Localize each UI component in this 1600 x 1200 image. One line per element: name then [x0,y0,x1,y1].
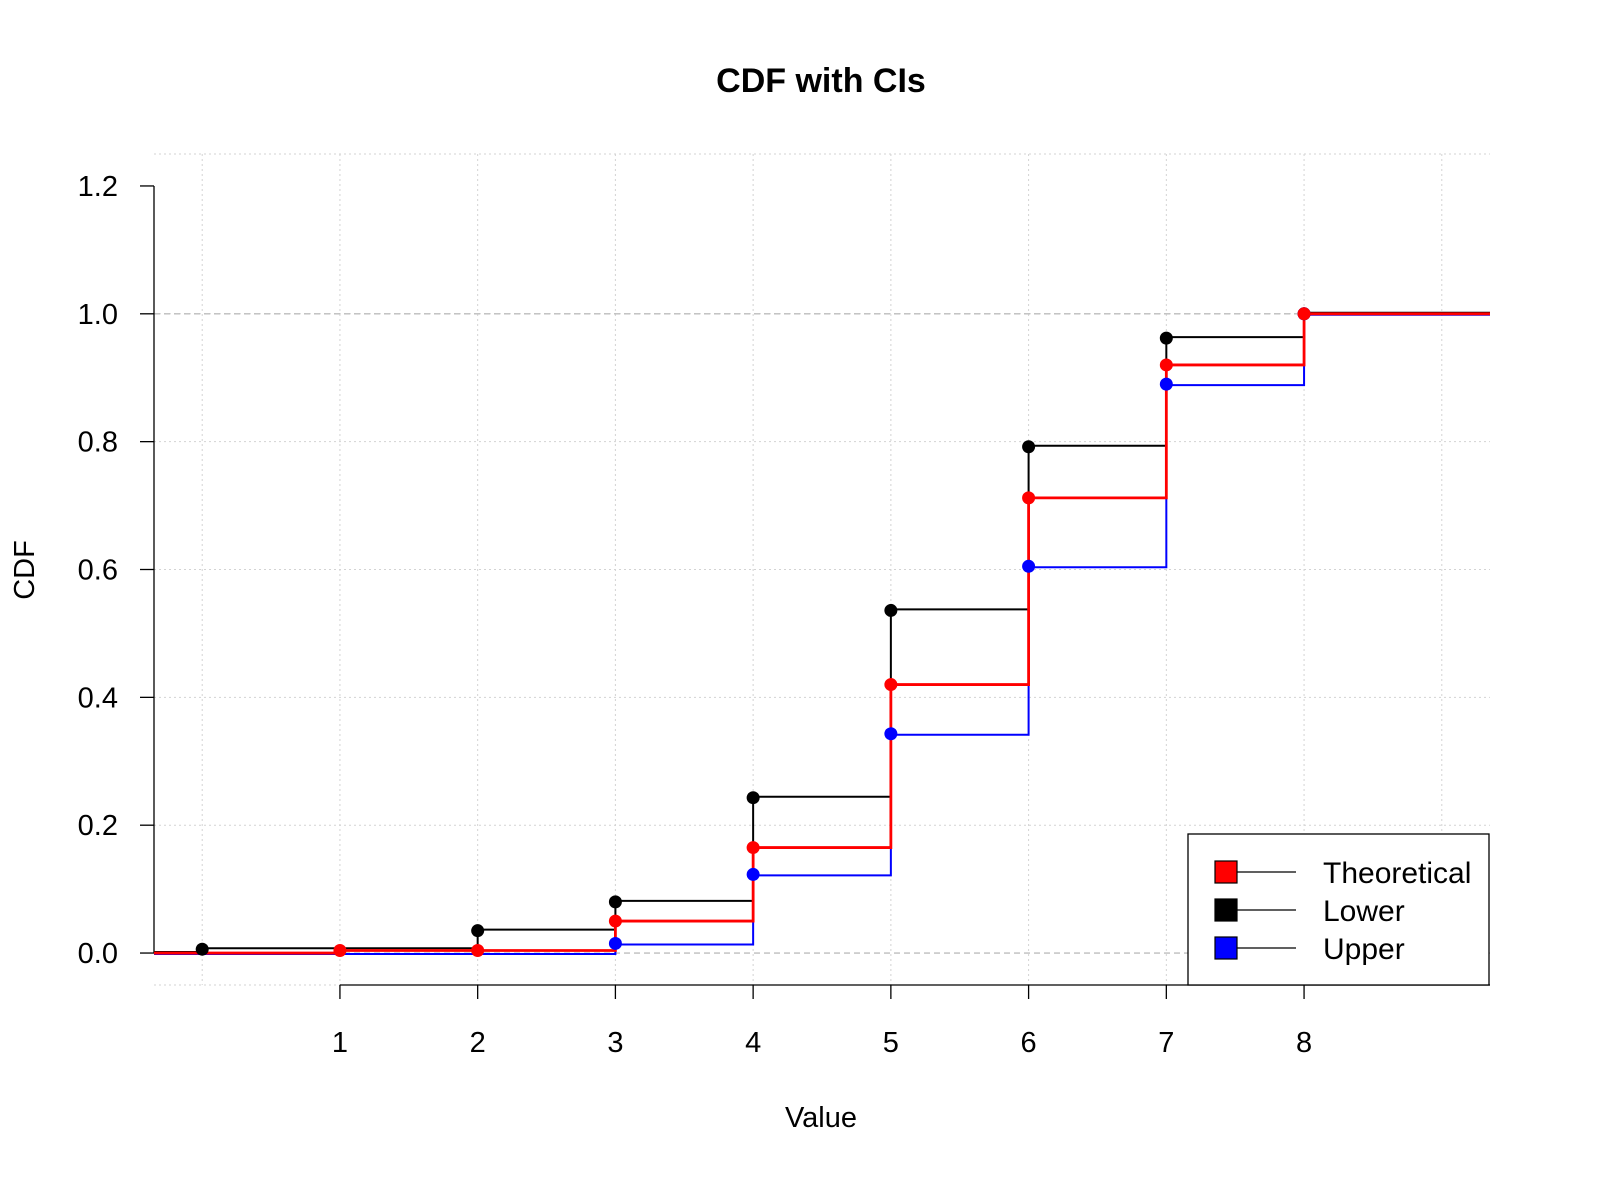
series-point-lower [884,603,898,617]
x-tick-label: 5 [883,1027,899,1059]
y-tick-label: 0.0 [78,938,118,970]
y-axis-ticks: 0.0 0.2 0.4 0.6 0.8 1.0 1.2 [78,171,154,970]
legend: Theoretical Lower Upper [1187,833,1490,986]
legend-swatch [1214,898,1238,922]
series-group [154,307,1490,957]
series-point-lower [195,942,209,956]
series-point-theoretical [746,841,760,855]
y-tick-label: 0.2 [78,810,118,842]
y-tick-label: 1.2 [78,171,118,203]
legend-label: Theoretical [1323,857,1471,890]
series-point-upper [1022,559,1036,573]
legend-label: Upper [1323,933,1405,966]
series-line-theoretical [154,312,1490,955]
chart-title: CDF with CIs [716,62,926,100]
y-tick-label: 1.0 [78,299,118,331]
x-tick-label: 7 [1158,1027,1174,1059]
legend-swatch [1214,936,1238,960]
x-tick-label: 1 [332,1027,348,1059]
series-point-theoretical [608,914,622,928]
series-point-theoretical [333,943,347,957]
series-point-theoretical [1159,358,1173,372]
x-tick-label: 8 [1296,1027,1312,1059]
x-axis-ticks: 1 2 3 4 5 6 7 8 [332,985,1312,1059]
legend-swatch [1214,860,1238,884]
y-tick-label: 0.8 [78,427,118,459]
y-axis-label: CDF [9,540,41,600]
series-point-lower [608,895,622,909]
series-point-upper [1159,377,1173,391]
x-tick-label: 6 [1021,1027,1037,1059]
series-point-upper [746,867,760,881]
series-line-upper [154,313,1490,956]
series-point-lower [746,791,760,805]
series-point-lower [471,924,485,938]
y-tick-label: 0.4 [78,682,118,714]
series-point-theoretical [1297,307,1311,321]
x-tick-label: 3 [607,1027,623,1059]
series-point-upper [608,936,622,950]
legend-label: Lower [1323,895,1405,928]
series-point-lower [1022,440,1036,454]
series-point-theoretical [471,943,485,957]
series-line-lower [154,311,1490,954]
series-point-theoretical [1022,491,1036,505]
x-tick-label: 4 [745,1027,761,1059]
series-point-lower [1159,331,1173,345]
x-axis-label: Value [785,1102,857,1134]
y-tick-label: 0.6 [78,555,118,587]
series-point-theoretical [884,678,898,692]
x-tick-label: 2 [470,1027,486,1059]
series-point-upper [884,727,898,741]
